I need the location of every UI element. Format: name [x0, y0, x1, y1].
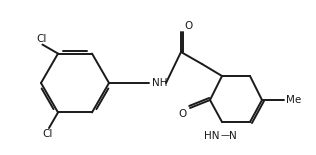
Text: —: —: [221, 131, 230, 140]
Text: O: O: [179, 109, 187, 119]
Text: O: O: [184, 21, 192, 31]
Text: N: N: [229, 131, 237, 141]
Text: NH: NH: [152, 78, 167, 88]
Text: Cl: Cl: [43, 129, 53, 139]
Text: Me: Me: [286, 95, 301, 105]
Text: Cl: Cl: [36, 33, 46, 44]
Text: HN: HN: [204, 131, 220, 141]
